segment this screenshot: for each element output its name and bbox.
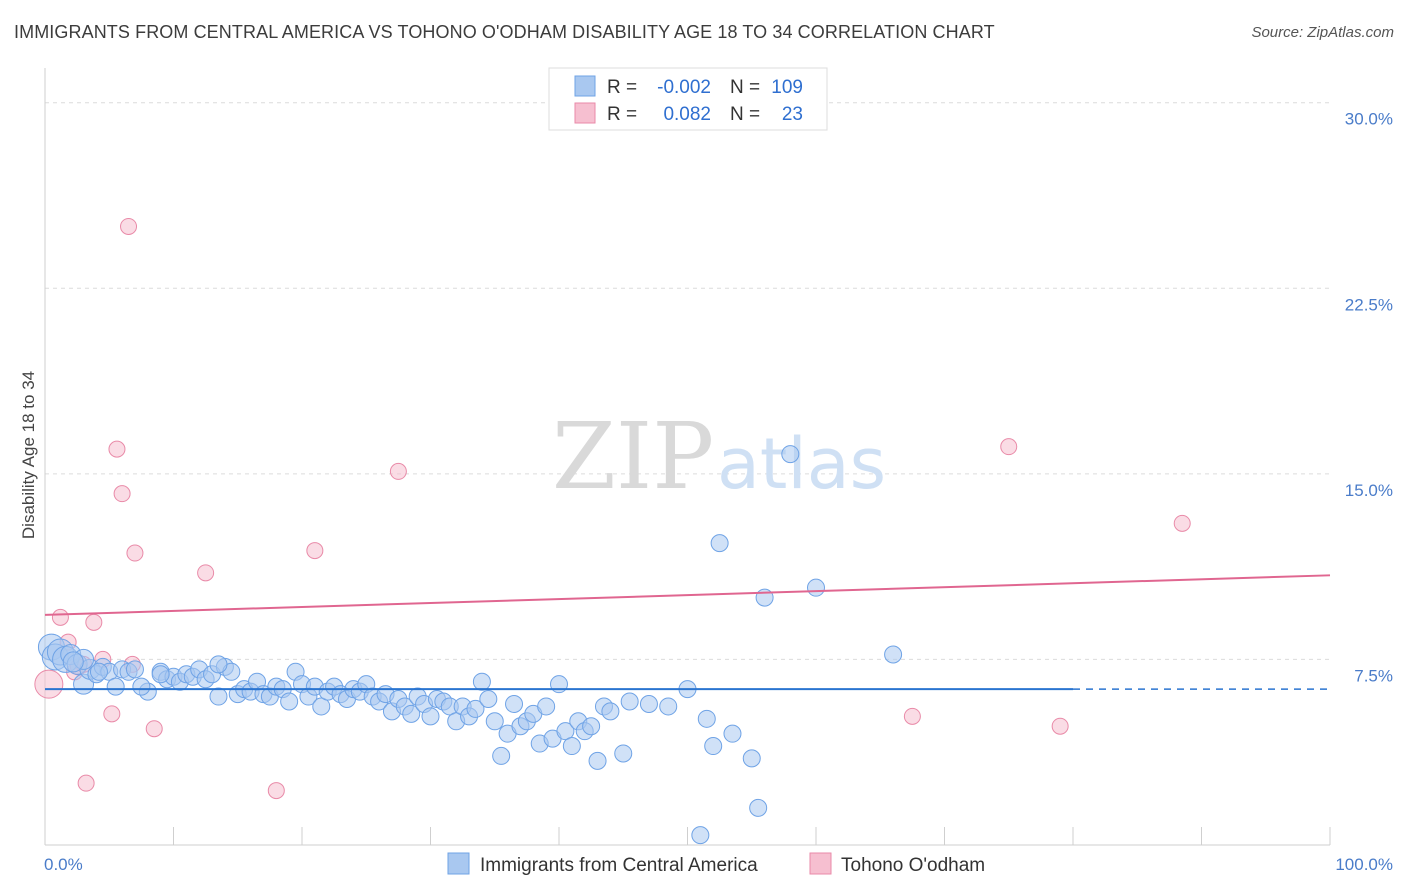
pink-point-21 [1000,438,1018,456]
pink-point-10 [126,544,144,562]
x-tick-label-1: 100.0% [1335,855,1393,874]
blue-point-93 [697,709,716,728]
blue-point-69 [492,746,511,765]
blue-point-96 [723,724,742,743]
blue-point-100 [781,445,800,464]
pink-point-4 [85,613,103,631]
correlation-legend: R = -0.002 N = 109 R = 0.082 N = 23 [548,67,828,131]
legend-r-value-1: -0.002 [657,77,711,98]
legend-swatch-blue [574,75,596,97]
pink-point-1 [51,608,69,626]
blue-point-65 [466,699,485,718]
pink-point-3 [77,774,95,792]
blue-point-92 [691,826,710,845]
blue-point-76 [537,697,556,716]
blue-point-88 [620,692,639,711]
bottom-legend-swatch-pink [809,852,832,875]
blue-point-105 [132,677,151,696]
axes [44,68,1331,846]
blue-point-71 [505,694,524,713]
pink-point-12 [197,564,215,582]
blue-point-68 [485,712,504,731]
bottom-legend-label-blue: Immigrants from Central America [480,855,758,876]
pink-point-20 [903,707,921,725]
legend-r-value-2: 0.082 [663,104,711,125]
series-central-america-points [37,445,903,845]
blue-point-80 [562,737,581,756]
blue-point-84 [588,751,607,770]
grid-lines [45,102,1330,660]
y-tick-label-2: 22.5% [1345,295,1393,314]
y-tick-label-1: 15.0% [1345,481,1393,500]
trend-lines [44,574,1331,691]
legend-swatch-pink [574,102,596,124]
pink-point-6 [103,705,121,723]
legend-r-label-2: R = [607,104,637,125]
blue-point-36 [280,692,299,711]
watermark-zip: ZIP [552,403,714,510]
pink-point-7 [108,440,126,458]
blue-point-67 [479,690,498,709]
legend-n-value-2: 23 [782,104,803,125]
pink-point-22 [1051,717,1069,735]
legend-n-value-1: 109 [771,77,803,98]
blue-point-90 [659,697,678,716]
y-axis-title: Disability Age 18 to 34 [19,371,38,539]
blue-point-78 [550,675,568,694]
blue-point-106 [62,651,84,673]
pink-point-9 [120,217,138,235]
blue-point-98 [742,749,761,768]
trend-line-tohono [44,574,1331,616]
x-tick-label-0: 0.0% [44,855,83,874]
pink-point-0 [34,669,64,699]
pink-point-23 [1173,514,1191,532]
pink-point-15 [389,462,407,480]
blue-point-94 [704,737,723,756]
y-tick-label-3: 30.0% [1345,110,1393,129]
blue-point-102 [884,645,903,664]
legend-n-label-1: N = [730,77,760,98]
y-tick-label-0: 7.5% [1354,666,1393,685]
pink-point-11 [145,720,163,738]
blue-point-41 [312,697,331,716]
blue-point-101 [807,578,825,597]
blue-point-55 [402,704,421,723]
bottom-legend-swatch-blue [447,852,470,875]
series-legend: Immigrants from Central America Tohono O… [447,852,985,876]
blue-point-95 [710,534,729,553]
blue-point-83 [582,717,601,736]
blue-point-86 [601,702,620,721]
source-label: Source: ZipAtlas.com [1251,24,1394,41]
blue-point-103 [209,655,228,674]
blue-point-25 [209,687,228,706]
blue-point-107 [151,665,170,684]
blue-point-87 [614,744,633,763]
tick-labels: 7.5% 15.0% 22.5% 30.0% 0.0% 100.0% [44,110,1393,874]
blue-point-58 [421,707,440,726]
page-title: IMMIGRANTS FROM CENTRAL AMERICA VS TOHON… [14,22,995,42]
blue-point-11 [106,677,125,696]
pink-point-14 [306,542,324,560]
blue-point-108 [89,662,108,681]
blue-point-66 [472,672,491,691]
blue-point-79 [556,722,575,741]
watermark-atlas: atlas [717,423,886,505]
bottom-legend-label-pink: Tohono O'odham [841,855,985,876]
blue-point-97 [749,798,768,817]
legend-r-label-1: R = [607,77,637,98]
pink-point-8 [113,485,131,503]
blue-point-89 [639,694,658,713]
blue-point-14 [125,660,144,679]
legend-n-label-2: N = [730,104,760,125]
pink-point-13 [267,782,285,800]
